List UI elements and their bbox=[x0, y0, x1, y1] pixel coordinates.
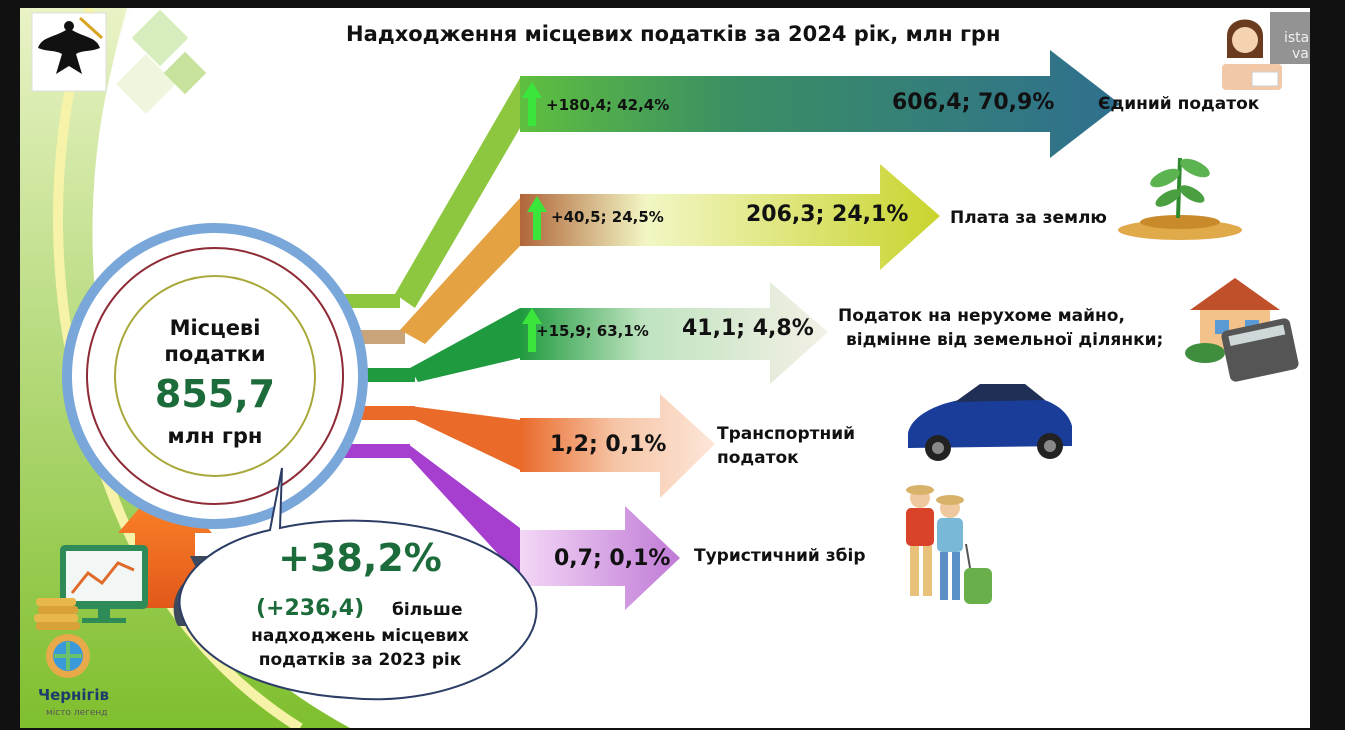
deco-diamond bbox=[163, 51, 207, 95]
plant-coins-icon bbox=[1118, 157, 1242, 240]
growth-text-3: податків за 2023 рік bbox=[258, 650, 462, 670]
growth-abs: (+236,4) bbox=[256, 596, 365, 621]
city-logo-icon bbox=[46, 634, 90, 678]
arrow-2-change: +40,5; 24,5% bbox=[551, 208, 664, 226]
city-slogan: місто легенд bbox=[46, 708, 108, 718]
watermark-line-1: ista bbox=[1284, 30, 1310, 46]
ribbon-2 bbox=[400, 198, 520, 344]
arrow-4-label-2: податок bbox=[717, 448, 799, 468]
page-title: Надходження місцевих податків за 2024 рі… bbox=[346, 22, 1001, 46]
arrow-2-value: 206,3; 24,1% bbox=[746, 202, 909, 227]
house-calculator-icon bbox=[1185, 278, 1299, 382]
center-total: 855,7 bbox=[154, 372, 276, 416]
arrow-4-value: 1,2; 0,1% bbox=[550, 432, 667, 457]
arrow-property-tax bbox=[520, 282, 828, 384]
arrow-4-label-1: Транспортний bbox=[717, 424, 856, 444]
deco-diamond bbox=[116, 54, 176, 114]
center-unit: млн грн bbox=[167, 424, 263, 448]
arrow-3-label-2: відмінне від земельної ділянки; bbox=[846, 330, 1164, 350]
car-icon bbox=[908, 384, 1072, 461]
deco-diamond bbox=[131, 9, 189, 67]
person-desk-icon bbox=[1222, 19, 1282, 90]
coat-of-arms-icon bbox=[31, 12, 107, 92]
arrow-3-label-1: Податок на нерухоме майно, bbox=[838, 306, 1125, 326]
total-circle-ring bbox=[86, 247, 344, 505]
growth-text-2: надходжень місцевих bbox=[251, 626, 469, 646]
arrow-3-change: +15,9; 63,1% bbox=[536, 322, 649, 340]
slide: $ bbox=[20, 8, 1310, 728]
total-circle-outer bbox=[62, 223, 368, 529]
arrow-land-fee bbox=[520, 164, 940, 270]
arrow-5-value: 0,7; 0,1% bbox=[554, 546, 671, 571]
center-label-2: податки bbox=[164, 342, 266, 366]
arrow-1-value: 606,4; 70,9% bbox=[892, 90, 1055, 115]
center-label-1: Місцеві bbox=[169, 316, 261, 340]
up-arrow-icon bbox=[527, 196, 547, 240]
arrow-transport-tax bbox=[520, 394, 715, 498]
monitor-chart-icon bbox=[60, 545, 148, 623]
growth-text-1: більше bbox=[392, 600, 463, 620]
arrow-2-label: Плата за землю bbox=[950, 208, 1107, 228]
total-circle-inner bbox=[114, 275, 316, 477]
city-name: Чернігів bbox=[38, 686, 110, 704]
ribbon-3 bbox=[410, 308, 520, 382]
watermark-line-2: va bbox=[1292, 46, 1309, 62]
up-arrow-icon bbox=[522, 308, 542, 352]
arrow-tourist-fee bbox=[520, 506, 680, 610]
growth-bubble bbox=[178, 467, 538, 701]
arrow-3-value: 41,1; 4,8% bbox=[682, 316, 814, 341]
watermark-badge bbox=[1270, 12, 1310, 64]
arrow-1-label: Єдиний податок bbox=[1098, 94, 1260, 114]
connector-1 bbox=[340, 294, 400, 308]
arrow-1-change: +180,4; 42,4% bbox=[546, 96, 670, 114]
tourists-icon bbox=[906, 485, 992, 604]
arrow-5-label: Туристичний збір bbox=[694, 546, 866, 566]
arrow-single-tax bbox=[520, 50, 1120, 158]
ribbon-5 bbox=[408, 444, 520, 578]
up-arrow-icon bbox=[522, 82, 542, 126]
ribbon-4 bbox=[410, 406, 520, 470]
ribbon-1 bbox=[395, 78, 520, 308]
growth-percent: +38,2% bbox=[278, 536, 442, 580]
connector-5 bbox=[340, 444, 410, 458]
infographic-canvas: $ bbox=[20, 8, 1310, 728]
coins-icon bbox=[34, 598, 80, 630]
